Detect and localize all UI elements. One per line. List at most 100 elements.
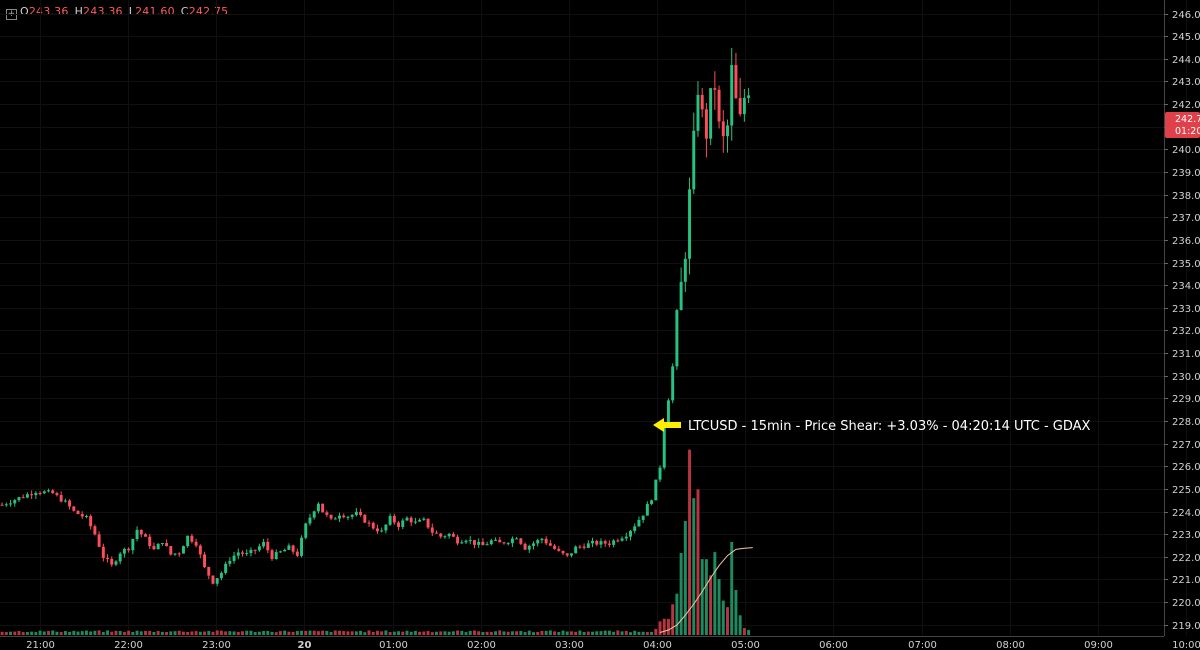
time-axis[interactable]: 21:00 22:00 23:00 20 01:00 02:00 03:00 04:00 05:… — [26, 640, 1200, 650]
y-tick-label: 220.00 — [1172, 598, 1200, 609]
candle-body — [700, 94, 704, 110]
y-tick-label: 231.00 — [1172, 349, 1200, 360]
volume-bar — [13, 631, 17, 635]
candle-body — [9, 503, 13, 505]
volume-bar — [198, 631, 202, 635]
volume-bar — [47, 631, 50, 635]
candle-body — [359, 511, 363, 515]
candle-body — [666, 400, 670, 423]
volume-bar — [211, 631, 215, 635]
candle-body — [207, 567, 211, 576]
volume-bar — [515, 631, 519, 635]
candle-body — [489, 540, 493, 545]
volume-ma-line — [659, 547, 753, 633]
volume-bar — [553, 631, 557, 635]
volume-bar — [257, 631, 261, 635]
candle-body — [0, 504, 4, 506]
candle-body — [89, 516, 93, 527]
y-tick-label: 244.00 — [1172, 55, 1200, 66]
candle-body — [278, 551, 282, 553]
volume-bar — [89, 631, 93, 635]
candle-body — [675, 310, 679, 367]
y-tick-label: 229.00 — [1172, 394, 1200, 405]
volume-bar — [586, 631, 590, 635]
volume-bar — [354, 631, 358, 635]
candle-body — [544, 538, 548, 544]
volume-bar — [165, 631, 169, 635]
volume-bar — [489, 631, 493, 635]
volume-bar — [734, 589, 738, 635]
candle-body — [447, 533, 451, 537]
volume-bar — [359, 630, 363, 635]
candle-body — [139, 529, 143, 535]
y-tick-label: 221.00 — [1172, 575, 1200, 586]
candle-body — [439, 533, 443, 537]
volume-bar — [287, 631, 291, 635]
volume-bar — [599, 631, 603, 635]
candle-body — [219, 572, 223, 579]
volume-bar — [502, 631, 506, 635]
candle-body — [127, 548, 131, 551]
volume-bar — [485, 631, 489, 635]
volume-bar — [38, 630, 42, 635]
y-tick-label: 226.00 — [1172, 462, 1200, 473]
volume-bar — [561, 630, 565, 635]
candle-body — [346, 516, 350, 518]
y-tick-label: 224.00 — [1172, 508, 1200, 519]
candle-body — [679, 281, 683, 311]
candle-body — [472, 540, 476, 545]
candle-body — [131, 538, 135, 551]
volume-bar — [506, 631, 510, 635]
volume-bar — [392, 631, 396, 635]
candle-body — [456, 536, 460, 544]
y-tick-label: 240.00 — [1172, 145, 1200, 156]
candle-body — [650, 500, 654, 505]
candle-body — [42, 491, 46, 494]
volume-bar — [397, 631, 401, 635]
y-tick-label: 246.00 — [1172, 10, 1200, 21]
candle-body — [603, 541, 607, 544]
volume-bar — [607, 630, 611, 635]
candle-body — [494, 539, 498, 541]
price-tag-bg — [1165, 112, 1200, 138]
volume-bar — [738, 615, 742, 635]
price-axis[interactable]: 219.00 220.00 221.00 222.00 223.00 224.00 225.… — [1164, 10, 1200, 632]
volume-bar — [135, 630, 139, 635]
candle-body — [599, 541, 603, 545]
volume-bar — [409, 631, 413, 635]
volume-bar — [80, 631, 84, 635]
volume-bar — [144, 630, 147, 635]
volume-bar — [388, 632, 392, 635]
y-tick-label: 219.00 — [1172, 621, 1200, 632]
candle-body — [637, 519, 641, 527]
candle-body — [578, 546, 582, 548]
volume-bar — [55, 631, 59, 635]
volume-bar — [42, 631, 46, 635]
x-tick-label: 03:00 — [555, 640, 584, 650]
volume-bar — [363, 632, 367, 635]
y-tick-label: 233.00 — [1172, 304, 1200, 315]
volume-bar — [544, 630, 548, 635]
candle-body — [106, 557, 110, 559]
price-tag-price: 242.75 — [1175, 114, 1200, 125]
candle-body — [101, 546, 105, 558]
volume-bar — [443, 631, 447, 635]
volume-bar — [241, 631, 244, 635]
x-tick-label: 07:00 — [908, 640, 937, 650]
volume-bar — [658, 621, 662, 635]
candle-body — [451, 533, 455, 537]
candle-body — [97, 534, 101, 547]
candle-body — [409, 517, 413, 523]
volume-bar — [717, 579, 721, 635]
candle-body — [709, 88, 713, 139]
candle-body — [401, 520, 405, 527]
candle-body — [726, 125, 729, 137]
volume-bar — [283, 630, 287, 635]
volume-bar — [21, 632, 25, 635]
volume-bar — [93, 630, 97, 635]
volume-bar — [245, 630, 249, 635]
x-tick-label: 05:00 — [731, 640, 760, 650]
volume-bar — [700, 559, 704, 635]
candle-body — [287, 545, 291, 550]
